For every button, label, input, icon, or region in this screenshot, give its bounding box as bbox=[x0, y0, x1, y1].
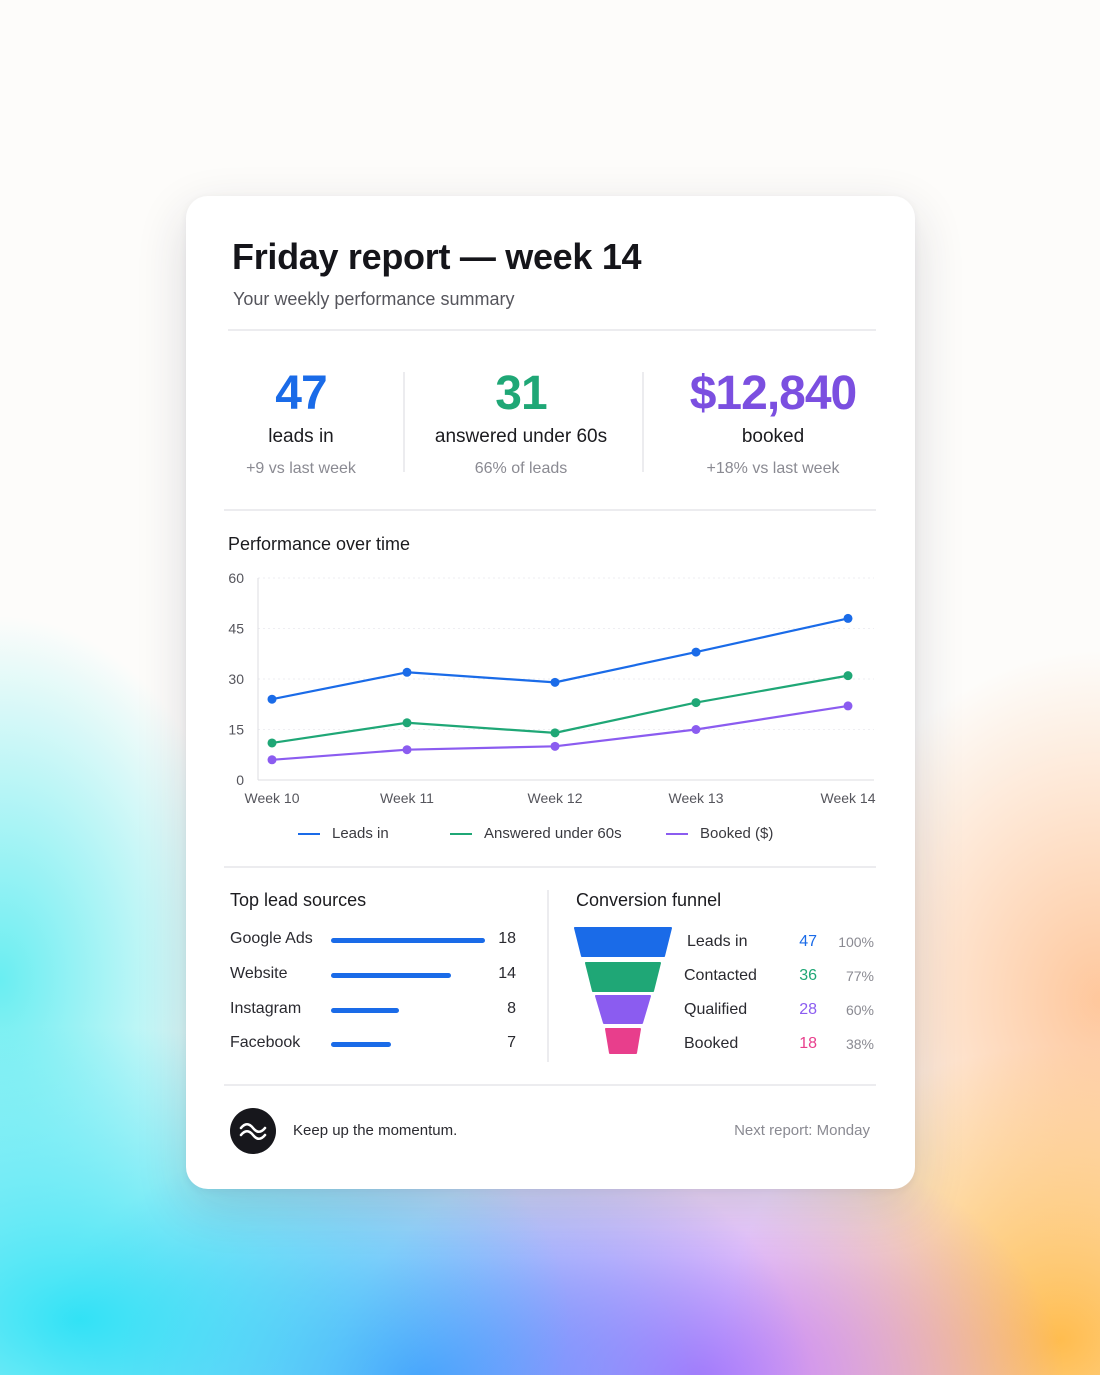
stat-booked-comparison: +18% vs last week bbox=[706, 460, 840, 477]
chart-title: Performance over time bbox=[228, 534, 411, 554]
stat-answered-comparison: 66% of leads bbox=[474, 460, 568, 477]
x-tick-label: Week 14 bbox=[821, 790, 876, 806]
performance-chart: 0 15 30 45 60 Week 10 Week 11 Week 12 Week 13 Wee… bbox=[186, 196, 915, 1189]
y-tick-label: 60 bbox=[228, 570, 244, 586]
source-value: 8 bbox=[507, 1000, 516, 1017]
funnel-trapezoid bbox=[585, 962, 661, 992]
stat-booked-value: $12,840 bbox=[689, 367, 858, 420]
source-label: Instagram bbox=[230, 1000, 302, 1017]
stat-answered: 31 answered under 60s 66% of leads bbox=[418, 366, 624, 478]
data-point bbox=[267, 755, 277, 765]
page-subtitle: Your weekly performance summary bbox=[233, 289, 515, 309]
funnel-trapezoid bbox=[574, 927, 672, 957]
stat-answered-value: 31 bbox=[495, 367, 547, 420]
funnel-stage-percent: 60% bbox=[845, 1002, 874, 1018]
divider bbox=[224, 1084, 876, 1086]
stat-leads-value: 47 bbox=[275, 367, 327, 420]
legend-label: Booked ($) bbox=[700, 825, 774, 842]
data-point bbox=[691, 647, 701, 657]
data-point bbox=[402, 667, 412, 677]
stat-answered-label: answered under 60s bbox=[434, 426, 608, 447]
source-value: 14 bbox=[498, 965, 516, 982]
legend-label: Leads in bbox=[332, 825, 389, 842]
funnel-stage-value: 28 bbox=[799, 1001, 817, 1018]
footer-message: Keep up the momentum. bbox=[293, 1122, 458, 1139]
section-divider bbox=[547, 890, 549, 1062]
x-tick-label: Week 13 bbox=[669, 790, 724, 806]
source-value: 7 bbox=[507, 1034, 516, 1051]
data-point bbox=[843, 613, 853, 623]
funnel-title: Conversion funnel bbox=[576, 890, 722, 910]
wave-icon bbox=[230, 1108, 276, 1154]
funnel-trapezoid bbox=[605, 1028, 641, 1054]
funnel-stage-label: Booked bbox=[684, 1035, 739, 1052]
sources-title: Top lead sources bbox=[230, 890, 367, 910]
stat-divider bbox=[403, 372, 405, 472]
data-point bbox=[267, 738, 277, 748]
stat-leads-label: leads in bbox=[268, 426, 334, 447]
funnel-stage-shape bbox=[605, 1028, 641, 1054]
y-tick-label: 0 bbox=[236, 772, 244, 788]
data-point bbox=[691, 698, 701, 708]
legend-item-leads: Leads in bbox=[298, 825, 389, 842]
y-tick-label: 30 bbox=[228, 671, 244, 687]
data-point bbox=[691, 725, 701, 734]
legend-swatch bbox=[666, 832, 688, 835]
data-point bbox=[267, 694, 277, 704]
line-chart: 0 15 30 45 60 Week 10 Week 11 Week 12 Week 13 Wee… bbox=[228, 570, 876, 806]
funnel-stage-shape bbox=[585, 962, 661, 992]
source-bar bbox=[331, 1008, 400, 1013]
page-title: Friday report — week 14 bbox=[232, 236, 642, 277]
y-tick-label: 45 bbox=[228, 621, 244, 637]
report-card: Friday report — week 14 Your weekly perf… bbox=[186, 196, 915, 1189]
funnel-stage-percent: 100% bbox=[838, 934, 874, 950]
data-point bbox=[843, 671, 853, 681]
data-point bbox=[402, 718, 412, 728]
source-value: 18 bbox=[498, 930, 516, 947]
legend-item-answered: Answered under 60s bbox=[450, 825, 622, 842]
funnel-stage-value: 36 bbox=[799, 967, 817, 984]
stat-leads: 47 leads in +9 vs last week bbox=[220, 366, 382, 478]
source-label: Google Ads bbox=[230, 930, 313, 947]
stat-booked: $12,840 booked +18% vs last week bbox=[673, 366, 873, 478]
funnel-stage-label: Contacted bbox=[684, 967, 757, 984]
stat-divider bbox=[642, 372, 644, 472]
data-point bbox=[550, 728, 560, 738]
funnel-trapezoid bbox=[595, 995, 651, 1024]
next-report-note: Next report: Monday bbox=[734, 1122, 870, 1139]
data-point bbox=[550, 741, 560, 751]
divider bbox=[224, 866, 876, 868]
funnel-stage-value: 18 bbox=[799, 1035, 817, 1052]
stat-booked-label: booked bbox=[741, 426, 805, 447]
stat-leads-comparison: +9 vs last week bbox=[246, 460, 356, 477]
funnel-stage-shape bbox=[574, 927, 672, 957]
source-bar bbox=[331, 1042, 391, 1047]
legend-item-booked: Booked ($) bbox=[666, 825, 773, 842]
data-point bbox=[402, 745, 412, 755]
x-tick-label: Week 10 bbox=[245, 790, 300, 806]
funnel-stage-shape bbox=[595, 995, 651, 1024]
legend-swatch bbox=[298, 832, 320, 835]
source-bar bbox=[331, 973, 451, 978]
source-label: Facebook bbox=[230, 1034, 301, 1051]
divider bbox=[224, 509, 876, 511]
legend-swatch bbox=[450, 832, 472, 835]
data-point bbox=[843, 701, 853, 711]
divider bbox=[228, 329, 876, 331]
funnel-stage-label: Leads in bbox=[687, 933, 748, 950]
funnel-stage-percent: 77% bbox=[845, 968, 874, 984]
data-point bbox=[550, 677, 560, 687]
x-tick-label: Week 11 bbox=[380, 790, 434, 806]
x-tick-label: Week 12 bbox=[528, 790, 583, 806]
y-tick-label: 15 bbox=[228, 722, 244, 738]
funnel-stage-value: 47 bbox=[799, 933, 817, 950]
funnel-stage-percent: 38% bbox=[845, 1036, 874, 1052]
funnel-stage-label: Qualified bbox=[684, 1001, 748, 1018]
legend-label: Answered under 60s bbox=[484, 825, 622, 842]
source-label: Website bbox=[230, 965, 288, 982]
source-bar bbox=[331, 938, 485, 943]
